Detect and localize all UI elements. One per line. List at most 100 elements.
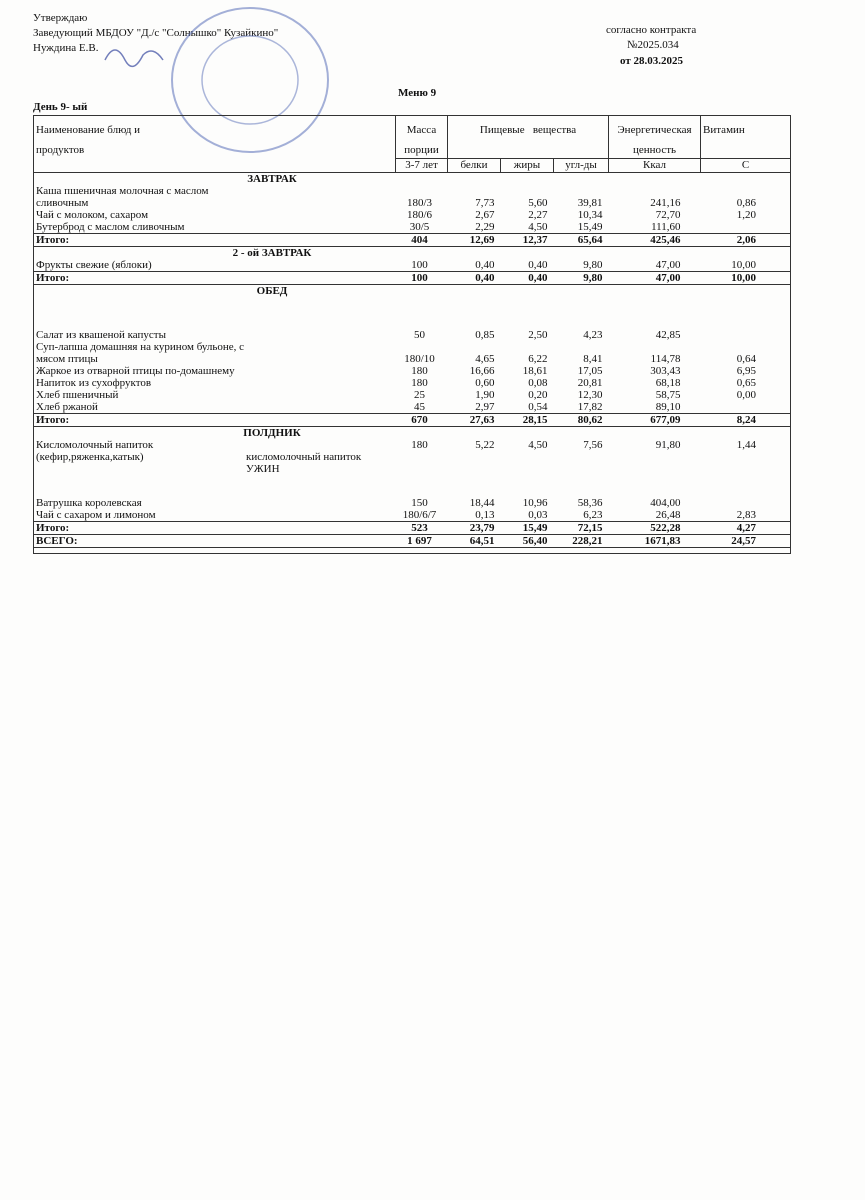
item-value: 100: [411, 272, 428, 284]
item-value: 5,60: [528, 197, 548, 209]
cell: [609, 463, 701, 497]
table-row: ВСЕГО: 1 697 64,51 56,40 228,21 1671,83 24,57: [33, 534, 792, 548]
cell: 0,40: [448, 259, 501, 272]
cell: 2,97: [448, 401, 501, 414]
item-value: 0,03: [528, 509, 548, 521]
item-value: 180/6/7: [402, 509, 437, 521]
header-cell: Пищевые вещества: [446, 115, 610, 159]
col-energy: ценность: [633, 144, 677, 156]
cell: Итого:: [33, 271, 396, 285]
table-row: Бутерброд с маслом сливочным 30/5 2,29 4,50…: [33, 221, 792, 234]
item-name: Чай с молоком, сахаром: [36, 209, 149, 221]
cell: 24,57: [700, 534, 792, 548]
cell: 5,22: [448, 439, 501, 451]
header-cell: С: [700, 158, 792, 173]
item-value: 12,69: [469, 234, 495, 246]
cell: (кефир,ряженка,катык) кисломолочный напит…: [33, 451, 396, 463]
item-value: 7,73: [475, 197, 495, 209]
item-value: 50: [414, 329, 425, 341]
item-value: 0,13: [475, 509, 495, 521]
table-row: Суп-лапша домашняя на курином бульоне, с…: [33, 341, 792, 365]
item-value: 2,27: [528, 209, 548, 221]
item-value: 18,61: [522, 365, 548, 377]
cell: 17,05: [554, 365, 609, 377]
cell: 150: [396, 497, 448, 509]
cell: Чай с молоком, сахаром: [33, 209, 396, 221]
cell: 5,60: [501, 185, 554, 209]
cell: [700, 547, 792, 554]
table-row: Хлеб пшеничный 25 1,90 0,20 12,30 58,75 0,00: [33, 389, 792, 401]
note-text: кисломолочный напиток: [246, 451, 362, 463]
item-value: 670: [411, 414, 428, 426]
item-name: Хлеб ржаной: [36, 401, 98, 413]
item-value: 42,85: [655, 329, 681, 341]
cell: ЗАВТРАК: [32, 172, 792, 185]
cell: Напиток из сухофруктов: [33, 377, 396, 389]
item-name: Итого:: [36, 414, 70, 426]
cell: [554, 451, 609, 463]
cell: 58,36: [554, 497, 609, 509]
cell: 1671,83: [608, 534, 701, 548]
cell: 2,27: [501, 209, 554, 221]
item-value: 15,49: [522, 522, 548, 534]
cell: 100: [396, 259, 448, 272]
table-row: Итого: 670 27,63 28,15 80,62 677,09 8,24: [33, 413, 792, 427]
table-row: Итого: 100 0,40 0,40 9,80 47,00 10,00: [33, 271, 792, 285]
cell: 0,40: [501, 259, 554, 272]
item-value: 180/10: [404, 353, 435, 365]
item-value: 20,81: [577, 377, 603, 389]
cell: 20,81: [554, 377, 609, 389]
section-title: ОБЕД: [256, 285, 288, 297]
item-value: 522,28: [650, 522, 681, 534]
cell: Чай с сахаром и лимоном: [33, 509, 396, 522]
cell: [609, 297, 701, 329]
cell: 56,40: [500, 534, 554, 548]
table-row: Кисломолочный напиток 180 5,22 4,50 7,56 91,8…: [33, 439, 792, 451]
cell: [700, 451, 792, 463]
item-value: 16,66: [469, 365, 495, 377]
section-row: ОБЕД: [32, 284, 792, 297]
contract: согласно контракта: [606, 24, 697, 36]
header-cell: угл-ды: [552, 158, 610, 173]
cell: 0,60: [448, 377, 501, 389]
cell: 180: [396, 365, 448, 377]
item-value: 2,83: [736, 509, 757, 521]
cell: 180/10: [396, 341, 448, 365]
item-value: 2,06: [736, 234, 757, 246]
cell: Кисломолочный напиток: [33, 439, 396, 451]
item-value: 65,64: [577, 234, 603, 246]
item-value: 47,00: [655, 272, 681, 284]
cell: 0,13: [448, 509, 501, 522]
cell: 180: [396, 439, 448, 451]
item-value: 58,75: [655, 389, 681, 401]
cell: 425,46: [608, 233, 701, 247]
cell: 1,44: [700, 439, 792, 451]
item-value: 17,82: [577, 401, 603, 413]
cell: [700, 463, 792, 497]
cell: 72,70: [609, 209, 701, 221]
cell: 15,49: [554, 221, 609, 234]
cell: 4,50: [501, 221, 554, 234]
cell: 2,29: [448, 221, 501, 234]
cell: 16,66: [448, 365, 501, 377]
director-name: Нуждина Е.В.: [33, 42, 99, 54]
cell: Ватрушка королевская: [33, 497, 396, 509]
contract-no: №2025.034: [627, 39, 679, 51]
item-value: 9,80: [583, 272, 603, 284]
table-row: Итого: 404 12,69 12,37 65,64 425,46 2,06: [33, 233, 792, 247]
cell: Хлеб ржаной: [33, 401, 396, 414]
item-name: Салат из квашеной капусты: [36, 329, 166, 341]
cell: 4,50: [501, 439, 554, 451]
cell: [700, 297, 792, 329]
item-value: 100: [411, 259, 428, 271]
item-value: 6,22: [528, 353, 548, 365]
cell: 180: [396, 377, 448, 389]
table-row: Чай с молоком, сахаром 180/6 2,67 2,27 10,34…: [33, 209, 792, 221]
cell: 180/6/7: [396, 509, 448, 522]
item-value: 0,64: [736, 353, 757, 365]
item-value: 0,85: [475, 329, 495, 341]
cell: [448, 451, 501, 463]
cell: 18,61: [501, 365, 554, 377]
cell: 10,00: [700, 259, 792, 272]
